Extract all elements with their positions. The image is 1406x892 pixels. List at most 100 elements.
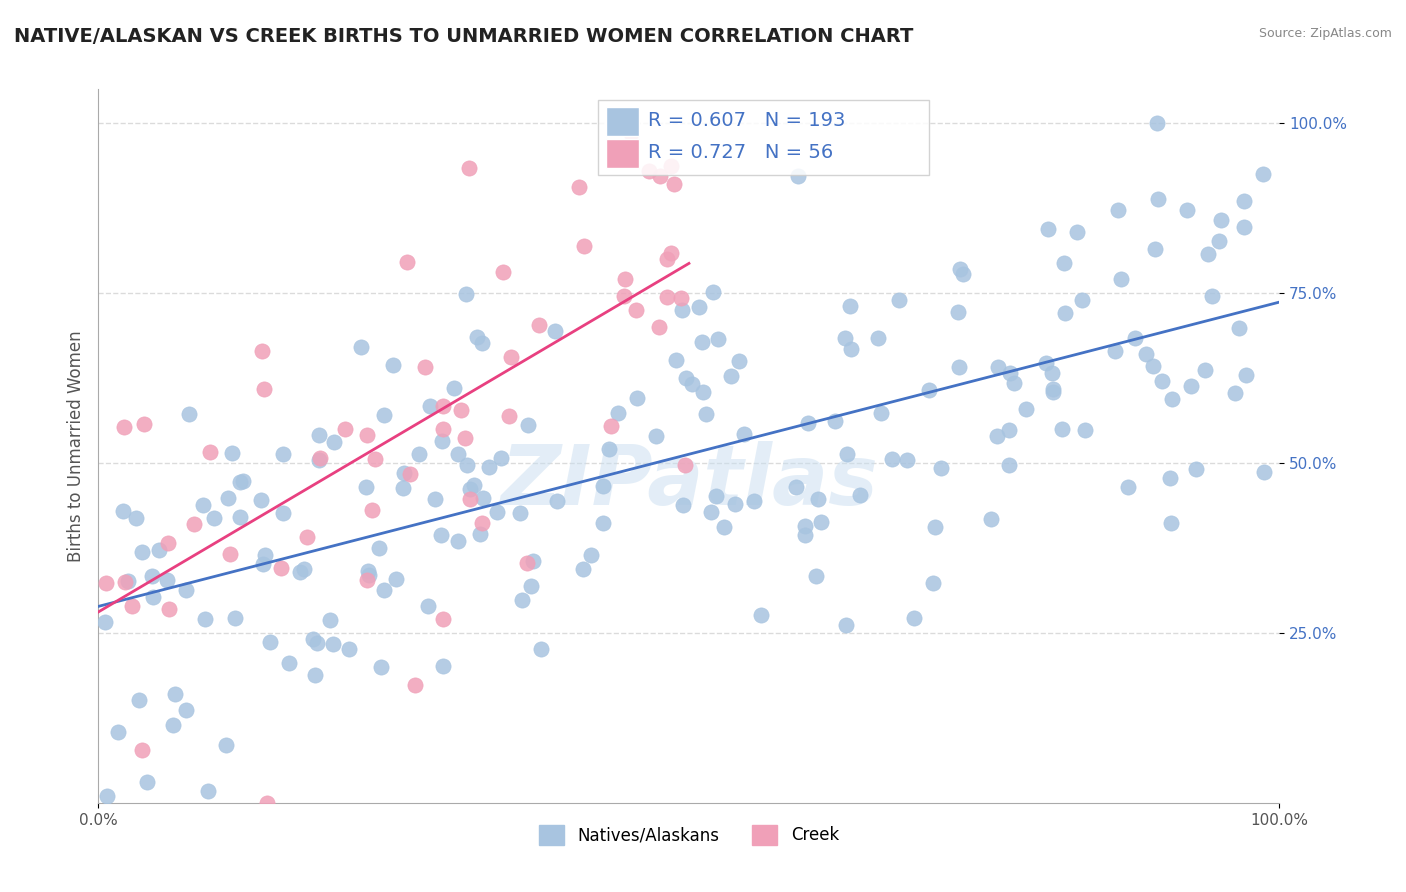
Point <box>471 516 494 531</box>
Point <box>1232 220 1254 235</box>
Point <box>356 573 378 587</box>
Point <box>399 467 422 481</box>
Point <box>232 474 254 488</box>
Point <box>252 557 274 571</box>
Point <box>183 516 205 531</box>
Point <box>463 478 485 492</box>
Point <box>700 505 723 519</box>
Point <box>924 520 946 534</box>
Point <box>322 637 344 651</box>
Point <box>626 302 648 317</box>
Point <box>671 303 693 318</box>
Point <box>785 480 807 494</box>
Point <box>1150 374 1173 388</box>
Point <box>980 512 1002 526</box>
Point <box>742 493 765 508</box>
Point <box>271 447 294 461</box>
Point <box>509 506 531 520</box>
Point <box>1052 256 1074 270</box>
Point <box>305 636 328 650</box>
Point <box>419 399 441 413</box>
Point <box>903 610 925 624</box>
Point <box>302 632 325 646</box>
Point <box>749 608 772 623</box>
Point <box>454 286 477 301</box>
Point <box>1040 366 1063 380</box>
Point <box>1116 480 1139 494</box>
Point <box>1234 368 1257 383</box>
Point <box>598 442 620 457</box>
Point <box>1185 462 1208 476</box>
Point <box>896 452 918 467</box>
Point <box>215 738 238 752</box>
Point <box>702 285 724 300</box>
Point <box>607 405 630 419</box>
Point <box>202 511 225 525</box>
Point <box>465 330 488 344</box>
Point <box>546 494 568 508</box>
Point <box>415 360 437 375</box>
Point <box>356 428 378 442</box>
Point <box>370 660 392 674</box>
Point <box>1123 331 1146 345</box>
Point <box>124 511 146 525</box>
Point <box>1042 382 1064 396</box>
Point <box>392 466 415 480</box>
Point <box>527 318 550 332</box>
Point <box>368 541 391 555</box>
Point <box>468 526 491 541</box>
Point <box>198 445 221 459</box>
Point <box>949 262 972 277</box>
Point <box>335 422 357 436</box>
Point <box>354 480 377 494</box>
Point <box>797 417 820 431</box>
Point <box>1015 401 1038 416</box>
Point <box>568 180 591 194</box>
Point <box>600 419 623 434</box>
Point <box>675 371 697 385</box>
Point <box>787 169 810 183</box>
Point <box>1201 288 1223 302</box>
Point <box>197 783 219 797</box>
Point <box>987 359 1010 374</box>
FancyBboxPatch shape <box>598 100 929 175</box>
Point <box>162 718 184 732</box>
Point <box>672 499 695 513</box>
Point <box>692 384 714 399</box>
Text: NATIVE/ALASKAN VS CREEK BIRTHS TO UNMARRIED WOMEN CORRELATION CHART: NATIVE/ALASKAN VS CREEK BIRTHS TO UNMARR… <box>14 27 914 45</box>
Point <box>432 422 454 436</box>
Point <box>156 536 179 550</box>
Point <box>1035 356 1057 370</box>
Point <box>141 569 163 583</box>
Point <box>471 335 494 350</box>
Point <box>1223 386 1246 401</box>
Point <box>453 431 475 445</box>
Point <box>849 488 872 502</box>
Point <box>1208 234 1230 248</box>
Text: R = 0.727   N = 56: R = 0.727 N = 56 <box>648 143 832 161</box>
Point <box>458 482 481 496</box>
Point <box>866 331 889 345</box>
Point <box>1142 359 1164 373</box>
Point <box>176 703 198 717</box>
Point <box>384 572 406 586</box>
Point <box>229 509 252 524</box>
Point <box>810 515 832 529</box>
Point <box>191 498 214 512</box>
Point <box>1180 379 1202 393</box>
Point <box>429 528 451 542</box>
Point <box>357 567 380 582</box>
Point <box>638 164 661 178</box>
Point <box>1159 471 1181 485</box>
Point <box>179 407 201 421</box>
Point <box>486 505 509 519</box>
Point <box>1146 116 1168 130</box>
Point <box>720 369 742 384</box>
Point <box>626 391 648 405</box>
Point <box>1000 366 1022 380</box>
Point <box>270 561 292 575</box>
Point <box>471 491 494 505</box>
Point <box>295 530 318 544</box>
Point <box>492 264 515 278</box>
FancyBboxPatch shape <box>606 139 640 168</box>
